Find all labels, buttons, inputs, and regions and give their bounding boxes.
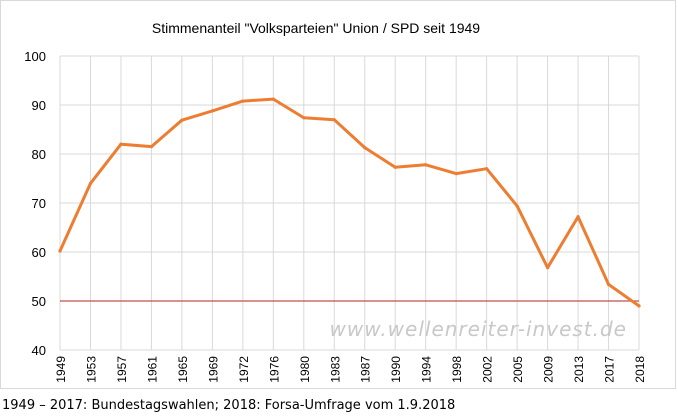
data-point [485, 167, 489, 171]
data-point [271, 97, 275, 101]
x-tick-label: 1983 [328, 356, 342, 383]
y-tick-label: 80 [32, 147, 46, 162]
data-point [393, 165, 397, 169]
data-point [515, 204, 519, 208]
x-tick-label: 2018 [633, 356, 647, 383]
x-tick-label: 1949 [54, 356, 68, 383]
y-tick-label: 40 [32, 343, 46, 358]
data-point [637, 304, 641, 308]
x-tick-label: 1990 [389, 356, 403, 383]
y-tick-label: 90 [32, 98, 46, 113]
data-point [149, 145, 154, 149]
x-tick-label: 1980 [298, 356, 312, 383]
y-tick-label: 60 [32, 245, 46, 260]
line-chart: Stimmenanteil "Volksparteien" Union / SP… [24, 20, 647, 383]
x-tick-label: 2013 [572, 356, 586, 383]
data-point [606, 282, 611, 286]
y-tick-label: 100 [24, 49, 46, 64]
data-point [454, 172, 458, 176]
x-tick-label: 1972 [237, 356, 251, 383]
y-tick-label: 50 [32, 294, 46, 309]
data-point [332, 118, 336, 122]
x-tick-label: 1961 [145, 356, 159, 383]
chart-frame [0, 0, 676, 389]
x-tick-label: 1969 [206, 356, 220, 383]
x-tick-label: 2017 [603, 356, 617, 383]
data-point [210, 109, 214, 113]
x-tick-label: 1965 [176, 356, 190, 383]
data-point [302, 116, 306, 120]
x-tick-label: 1957 [115, 356, 129, 383]
chart-footnote: 1949 – 2017: Bundestagswahlen; 2018: For… [2, 398, 456, 413]
data-point [180, 118, 184, 122]
x-tick-label: 2009 [542, 356, 556, 383]
data-point [241, 99, 245, 103]
data-point [576, 215, 580, 219]
data-point [58, 249, 62, 253]
data-point [119, 142, 123, 146]
x-tick-label: 2002 [481, 356, 495, 383]
series-line [58, 97, 641, 308]
x-tick-label: 1998 [450, 356, 464, 383]
x-tick-label: 1987 [359, 356, 373, 383]
data-point [545, 266, 550, 270]
data-point [88, 181, 93, 185]
x-tick-label: 1994 [420, 356, 434, 383]
y-tick-label: 70 [32, 196, 46, 211]
x-tick-label: 1953 [84, 356, 98, 383]
x-tick-label: 1976 [267, 356, 281, 383]
data-point [424, 163, 428, 167]
watermark-text: www.wellenreiter-invest.de [330, 317, 627, 341]
chart-title: Stimmenanteil "Volksparteien" Union / SP… [152, 20, 480, 36]
data-point [363, 146, 367, 150]
x-tick-label: 2005 [511, 356, 525, 383]
